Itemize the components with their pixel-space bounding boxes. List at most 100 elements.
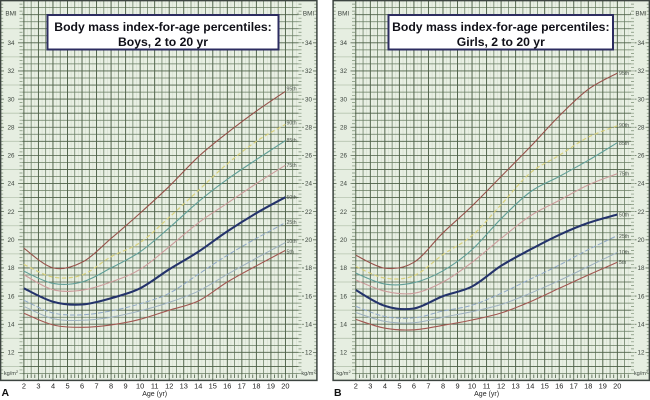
- svg-text:16: 16: [637, 293, 645, 300]
- svg-text:16: 16: [7, 293, 15, 300]
- svg-text:30: 30: [7, 96, 15, 103]
- svg-text:14: 14: [526, 381, 534, 390]
- svg-text:20: 20: [340, 237, 348, 244]
- svg-text:14: 14: [637, 321, 645, 328]
- svg-text:24: 24: [305, 181, 313, 188]
- svg-text:10th: 10th: [619, 250, 629, 256]
- svg-text:8: 8: [109, 381, 113, 390]
- svg-text:12: 12: [305, 350, 313, 357]
- svg-text:28: 28: [340, 124, 348, 131]
- svg-text:5th: 5th: [619, 260, 626, 266]
- svg-text:75th: 75th: [619, 171, 629, 177]
- svg-text:28: 28: [7, 124, 15, 131]
- svg-text:18: 18: [637, 265, 645, 272]
- svg-text:BMI: BMI: [338, 11, 349, 18]
- svg-text:Body mass index-for-age percen: Body mass index-for-age percentiles:: [54, 20, 271, 34]
- svg-text:32: 32: [305, 68, 313, 75]
- svg-text:34: 34: [637, 40, 645, 47]
- svg-text:20: 20: [613, 381, 621, 390]
- svg-text:25th: 25th: [619, 234, 629, 240]
- svg-text:Age (yr): Age (yr): [142, 391, 167, 398]
- svg-text:25th: 25th: [287, 220, 297, 226]
- svg-text:22: 22: [305, 209, 313, 216]
- svg-text:32: 32: [7, 68, 15, 75]
- svg-text:28: 28: [637, 124, 645, 131]
- svg-text:20: 20: [281, 381, 289, 390]
- svg-text:16: 16: [223, 381, 231, 390]
- svg-text:16: 16: [340, 293, 348, 300]
- svg-text:14: 14: [340, 321, 348, 328]
- svg-text:15: 15: [541, 381, 549, 390]
- svg-text:30: 30: [340, 96, 348, 103]
- svg-text:12: 12: [637, 350, 645, 357]
- svg-text:18: 18: [305, 265, 313, 272]
- svg-text:20: 20: [305, 237, 313, 244]
- svg-text:12: 12: [7, 350, 15, 357]
- svg-text:90th: 90th: [619, 123, 629, 129]
- svg-text:12: 12: [497, 381, 505, 390]
- svg-text:Body mass index-for-age percen: Body mass index-for-age percentiles:: [392, 20, 609, 34]
- svg-text:9: 9: [455, 381, 459, 390]
- svg-text:11: 11: [483, 381, 491, 390]
- svg-text:30: 30: [305, 96, 313, 103]
- svg-text:Age (yr): Age (yr): [474, 391, 499, 398]
- svg-text:32: 32: [340, 68, 348, 75]
- svg-text:18: 18: [584, 381, 592, 390]
- svg-text:Girls, 2 to 20 yr: Girls, 2 to 20 yr: [457, 35, 545, 49]
- svg-text:BMI: BMI: [635, 11, 646, 18]
- svg-text:18: 18: [252, 381, 260, 390]
- svg-text:22: 22: [340, 209, 348, 216]
- svg-text:10: 10: [136, 381, 144, 390]
- svg-text:2: 2: [354, 381, 358, 390]
- svg-text:Boys, 2 to 20 yr: Boys, 2 to 20 yr: [118, 35, 208, 49]
- svg-text:B: B: [334, 387, 342, 399]
- svg-text:16: 16: [555, 381, 563, 390]
- svg-text:22: 22: [637, 209, 645, 216]
- svg-text:3: 3: [36, 381, 40, 390]
- svg-text:kg/m2: kg/m2: [634, 369, 649, 377]
- svg-text:15: 15: [209, 381, 217, 390]
- svg-text:95th: 95th: [287, 87, 297, 93]
- svg-text:95th: 95th: [619, 71, 629, 77]
- svg-text:20: 20: [7, 237, 15, 244]
- svg-text:24: 24: [7, 181, 15, 188]
- svg-text:12: 12: [340, 350, 348, 357]
- svg-text:5: 5: [65, 381, 69, 390]
- svg-text:19: 19: [267, 381, 275, 390]
- svg-text:17: 17: [238, 381, 246, 390]
- svg-text:7: 7: [94, 381, 98, 390]
- svg-text:24: 24: [340, 181, 348, 188]
- svg-text:5: 5: [397, 381, 401, 390]
- svg-text:4: 4: [383, 381, 387, 390]
- svg-text:13: 13: [511, 381, 519, 390]
- svg-text:30: 30: [637, 96, 645, 103]
- svg-text:BMI: BMI: [303, 11, 314, 18]
- svg-text:75th: 75th: [287, 163, 297, 169]
- svg-text:10: 10: [468, 381, 476, 390]
- svg-text:26: 26: [7, 153, 15, 160]
- svg-text:3: 3: [368, 381, 372, 390]
- svg-text:24: 24: [637, 181, 645, 188]
- svg-text:BMI: BMI: [5, 11, 16, 18]
- svg-text:13: 13: [180, 381, 188, 390]
- svg-text:kg/m2: kg/m2: [301, 369, 316, 377]
- svg-text:10th: 10th: [287, 239, 297, 245]
- svg-text:12: 12: [165, 381, 173, 390]
- svg-text:50th: 50th: [619, 213, 629, 219]
- svg-text:16: 16: [305, 293, 313, 300]
- svg-text:26: 26: [637, 153, 645, 160]
- svg-text:14: 14: [7, 321, 15, 328]
- svg-text:18: 18: [340, 265, 348, 272]
- svg-text:A: A: [2, 387, 10, 399]
- svg-text:8: 8: [441, 381, 445, 390]
- svg-text:26: 26: [305, 153, 313, 160]
- svg-text:9: 9: [124, 381, 128, 390]
- svg-text:20: 20: [637, 237, 645, 244]
- svg-text:kg/m2: kg/m2: [4, 369, 19, 377]
- svg-text:18: 18: [7, 265, 15, 272]
- svg-text:85th: 85th: [619, 141, 629, 147]
- svg-text:14: 14: [305, 321, 313, 328]
- svg-text:50th: 50th: [287, 195, 297, 201]
- svg-text:85th: 85th: [287, 138, 297, 144]
- svg-text:11: 11: [151, 381, 159, 390]
